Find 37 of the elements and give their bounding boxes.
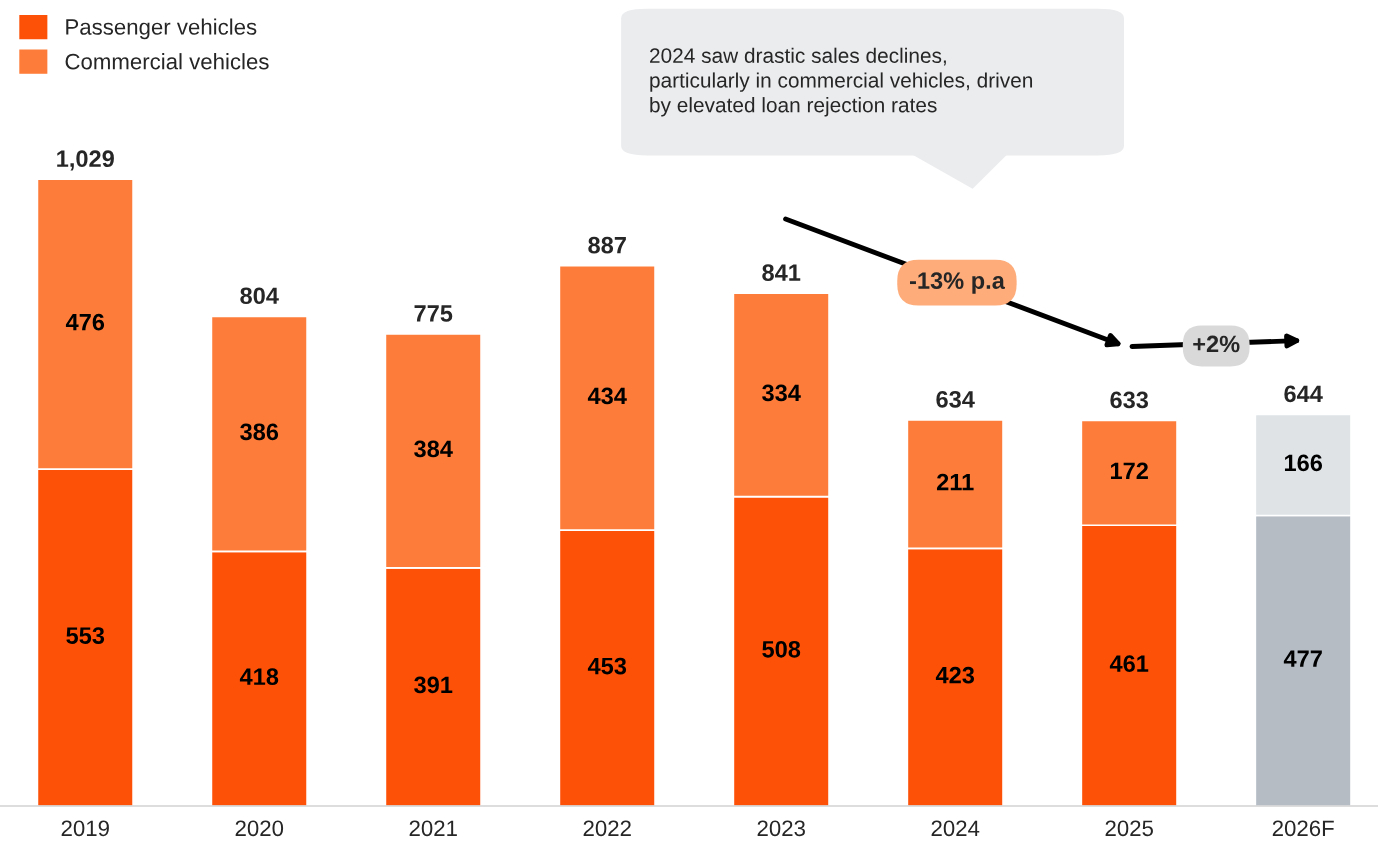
data-label: 434	[587, 387, 627, 405]
data-label: 166	[1284, 454, 1323, 472]
data-label: 211	[936, 473, 974, 491]
data-label: 453	[587, 657, 627, 675]
x-tick-label: 2021	[409, 820, 457, 837]
x-tick-label: 2019	[61, 820, 109, 837]
x-tick-label: 2023	[757, 820, 805, 837]
total-label: 634	[936, 390, 975, 408]
total-label: 1,029	[57, 150, 114, 171]
total-label: 804	[240, 287, 279, 305]
legend-label: Commercial vehicles	[65, 53, 269, 70]
data-label: 172	[1110, 462, 1148, 479]
data-label: 418	[239, 668, 279, 686]
legend-label: Passenger vehicles	[66, 18, 257, 40]
x-tick-label: 2026F	[1272, 820, 1334, 837]
data-label: 477	[1283, 650, 1322, 667]
data-label: 386	[240, 423, 279, 441]
data-label: 423	[935, 666, 975, 684]
text: 2024 saw drastic sales declines, particularly in commercial vehicles, driven by elevated loan rejection rates	[650, 47, 1033, 117]
x-tick-label: 2022	[583, 820, 631, 837]
data-label: 334	[762, 384, 801, 402]
data-label: 476	[65, 313, 105, 331]
x-tick-label: 2020	[235, 820, 284, 837]
data-label: 508	[762, 640, 801, 658]
annotation: -13% p.a	[909, 272, 1005, 294]
data-label: 384	[414, 440, 453, 458]
data-label: 461	[1109, 655, 1149, 672]
total-label: 887	[588, 236, 626, 254]
total-label: 644	[1284, 385, 1323, 403]
total-label: 775	[414, 305, 453, 322]
x-tick-label: 2024	[931, 820, 980, 837]
data-label: 391	[414, 676, 453, 694]
x-tick-label: 2025	[1105, 820, 1153, 837]
data-label: 553	[66, 627, 105, 644]
total-label: 841	[762, 264, 801, 281]
total-label: 633	[1110, 391, 1149, 409]
annotation: +2%	[1193, 335, 1240, 353]
